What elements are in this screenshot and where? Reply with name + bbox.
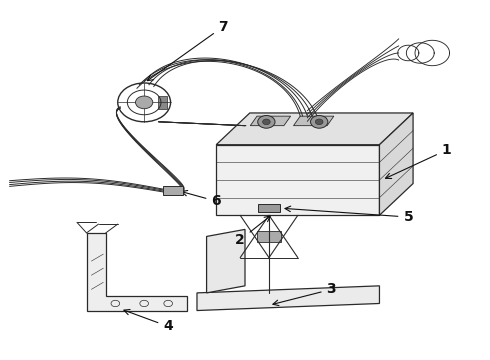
Circle shape [311,116,328,128]
Circle shape [263,119,270,125]
Circle shape [136,96,153,109]
Polygon shape [216,145,379,215]
Polygon shape [216,113,413,145]
Text: 5: 5 [285,206,413,224]
Polygon shape [258,204,280,212]
Polygon shape [87,233,187,311]
Text: 4: 4 [124,310,173,333]
Circle shape [316,119,323,125]
Text: 7: 7 [147,19,228,81]
Text: 3: 3 [273,282,336,306]
Polygon shape [197,286,379,311]
Polygon shape [379,113,413,215]
Polygon shape [158,96,167,109]
Polygon shape [294,116,334,126]
Text: 1: 1 [386,143,452,179]
Polygon shape [257,231,281,242]
Polygon shape [250,116,291,126]
Text: 6: 6 [182,190,221,208]
Polygon shape [163,186,183,195]
Text: 2: 2 [235,216,270,247]
Polygon shape [207,229,245,293]
Circle shape [258,116,275,128]
